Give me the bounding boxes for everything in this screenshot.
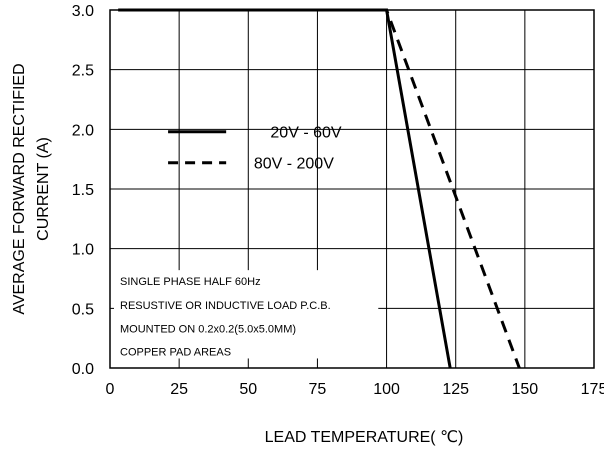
note-line-4: COPPER PAD AREAS xyxy=(120,346,231,358)
legend-label-20v-60v: 20V - 60V xyxy=(270,125,341,142)
note-line-2: RESUSTIVE OR INDUCTIVE LOAD P.C.B. xyxy=(120,300,331,312)
note-line-1: SINGLE PHASE HALF 60Hz xyxy=(120,276,261,288)
conditions-note-background xyxy=(114,270,379,359)
y-tick-label: 2.0 xyxy=(72,122,94,139)
x-tick-label: 25 xyxy=(170,381,188,398)
x-tick-label: 150 xyxy=(512,381,539,398)
legend: 20V - 60V 80V - 200V xyxy=(168,125,342,173)
y-tick-label: 0.5 xyxy=(72,301,94,318)
y-tick-label: 1.0 xyxy=(72,242,94,259)
x-tick-label: 100 xyxy=(373,381,400,398)
x-tick-label: 125 xyxy=(442,381,469,398)
note-line-3: MOUNTED ON 0.2x0.2(5.0x5.0MM) xyxy=(120,324,296,336)
conditions-note: SINGLE PHASE HALF 60Hz RESUSTIVE OR INDU… xyxy=(114,270,379,359)
y-tick-labels: 0.0 0.5 1.0 1.5 2.0 2.5 3.0 xyxy=(72,3,94,378)
x-tick-label: 50 xyxy=(239,381,257,398)
legend-label-80v-200v: 80V - 200V xyxy=(254,156,334,173)
grid-lines xyxy=(109,9,595,369)
x-axis-title: LEAD TEMPERATURE( ℃) xyxy=(265,429,464,446)
y-tick-label: 1.5 xyxy=(72,182,94,199)
y-axis-title-line-2: CURRENT (A) xyxy=(35,137,52,241)
x-tick-label: 0 xyxy=(106,381,115,398)
x-tick-label: 175 xyxy=(581,381,604,398)
y-tick-label: 0.0 xyxy=(72,361,94,378)
y-tick-label: 2.5 xyxy=(72,63,94,80)
x-tick-label: 75 xyxy=(309,381,327,398)
x-tick-labels: 0 25 50 75 100 125 150 175 xyxy=(106,381,604,398)
plot-frame xyxy=(109,9,595,369)
y-axis-title-line-1: AVERAGE FORWARD RECTIFIED xyxy=(11,63,28,314)
y-tick-label: 3.0 xyxy=(72,3,94,20)
